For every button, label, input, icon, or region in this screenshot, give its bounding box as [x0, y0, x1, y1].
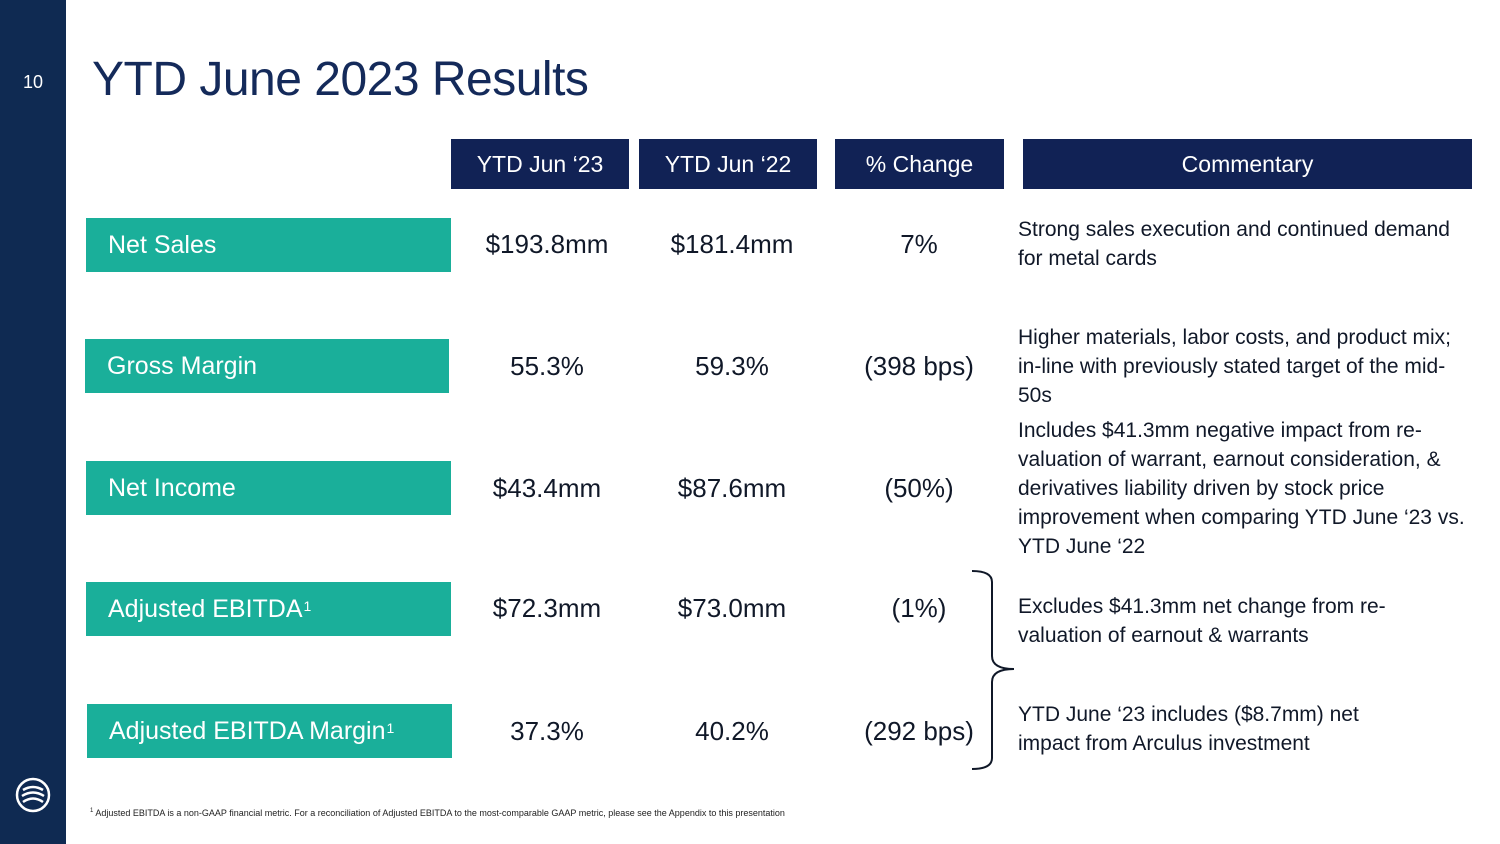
- net-income-commentary: Includes $41.3mm negative impact from re…: [1018, 419, 1465, 558]
- page-title: YTD June 2023 Results: [92, 53, 589, 106]
- row-label-adjusted-ebitda: Adjusted EBITDA 1: [86, 582, 451, 636]
- adjusted-ebitda-ytd-2022: $73.0mm: [677, 593, 787, 623]
- gross-margin-ytd-2022: 59.3%: [695, 351, 769, 381]
- net-sales-commentary: Strong sales execution and continued dem…: [1018, 218, 1450, 270]
- row-label-adjusted-ebitda-margin: Adjusted EBITDA Margin 1: [87, 704, 452, 758]
- header-ytd-2022: YTD Jun ‘22: [639, 139, 817, 189]
- footnote: 1 Adjusted EBITDA is a non-GAAP financia…: [90, 808, 785, 818]
- grouping-bracket: [971, 570, 1015, 770]
- adjusted-ebitda-margin-ytd-2023: 37.3%: [510, 716, 584, 746]
- row-label-text: Adjusted EBITDA: [108, 594, 303, 623]
- company-logo-icon: [15, 777, 51, 813]
- header-commentary: Commentary: [1023, 139, 1472, 189]
- net-sales-change: 7%: [900, 229, 938, 259]
- adjusted-ebitda-change: (1%): [891, 593, 947, 623]
- adjusted-ebitda-margin-ytd-2022: 40.2%: [695, 716, 769, 746]
- net-income-change: (50%): [884, 473, 954, 503]
- net-income-ytd-2022: $87.6mm: [677, 473, 787, 503]
- adjusted-ebitda-ytd-2023: $72.3mm: [492, 593, 602, 623]
- header-ytd-2023: YTD Jun ‘23: [451, 139, 629, 189]
- footnote-marker: 1: [90, 808, 94, 814]
- net-sales-ytd-2022: $181.4mm: [670, 229, 794, 259]
- footnote-text: Adjusted EBITDA is a non-GAAP financial …: [95, 808, 785, 818]
- net-income-ytd-2023: $43.4mm: [492, 473, 602, 503]
- row-label-text: Net Sales: [108, 230, 217, 259]
- row-label-text: Net Income: [108, 473, 236, 502]
- adjusted-ebitda-margin-change: (292 bps): [864, 716, 974, 746]
- gross-margin-commentary: Higher materials, labor costs, and produ…: [1018, 326, 1452, 407]
- sidebar: [0, 0, 66, 844]
- net-sales-ytd-2023: $193.8mm: [485, 229, 609, 259]
- page-number: 10: [22, 72, 44, 92]
- adjusted-ebitda-commentary: Excludes $41.3mm net change from re-valu…: [1018, 595, 1386, 647]
- header-percent-change: % Change: [835, 139, 1004, 189]
- gross-margin-ytd-2023: 55.3%: [510, 351, 584, 381]
- adjusted-ebitda-margin-commentary: YTD June ‘23 includes ($8.7mm) net impac…: [1018, 703, 1359, 755]
- footnote-marker: 1: [303, 598, 312, 614]
- row-label-text: Gross Margin: [107, 351, 258, 380]
- row-label-net-sales: Net Sales: [86, 218, 451, 272]
- row-label-net-income: Net Income: [86, 461, 451, 515]
- gross-margin-change: (398 bps): [864, 351, 974, 381]
- footnote-marker: 1: [386, 720, 395, 736]
- row-label-text: Adjusted EBITDA Margin: [109, 716, 386, 745]
- row-label-gross-margin: Gross Margin: [85, 339, 449, 393]
